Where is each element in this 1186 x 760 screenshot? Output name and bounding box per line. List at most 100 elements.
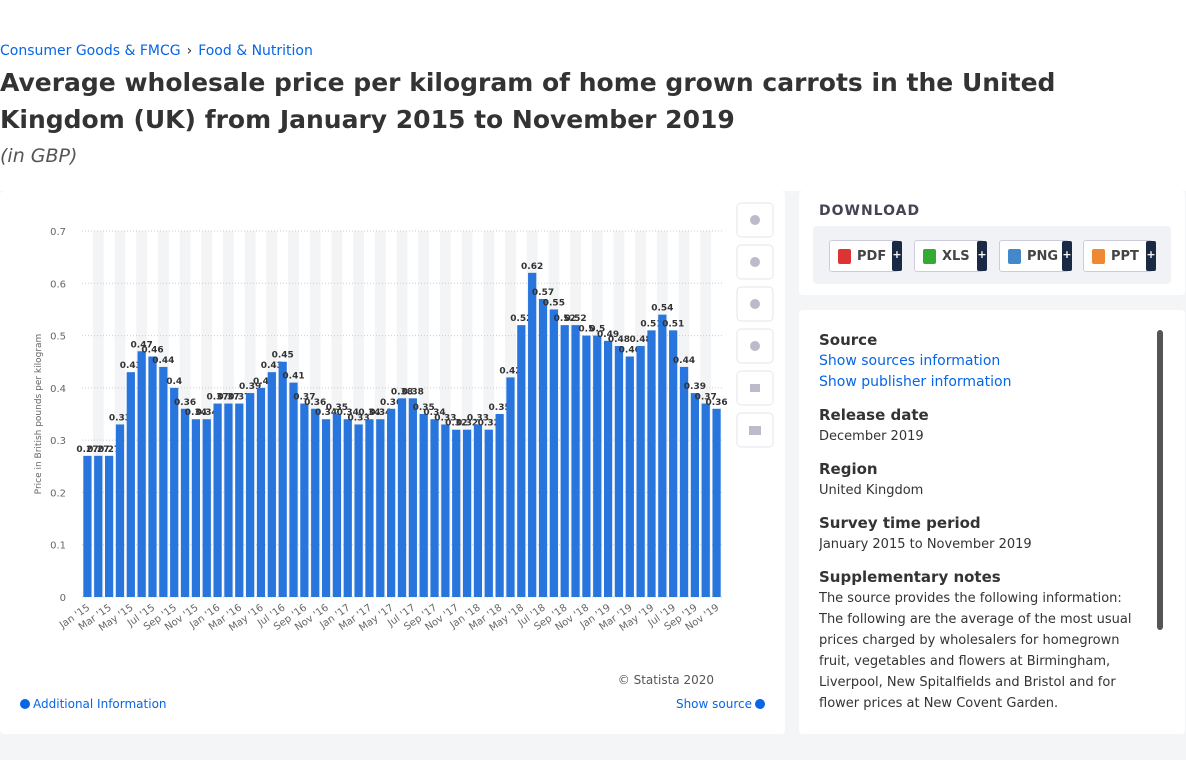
detail-label: Supplementary notes: [819, 568, 1001, 586]
value-label: 0.32: [445, 419, 467, 429]
detail-value: The source provides the following inform…: [819, 591, 1132, 711]
additional-info[interactable]: Additional Information: [33, 697, 167, 711]
source-title: Source: [819, 331, 878, 349]
y-tick-label: 0.2: [50, 488, 66, 499]
y-tick-label: 0: [60, 593, 66, 604]
header: Consumer Goods & FMCG › Food & Nutrition A…: [0, 0, 1186, 191]
bar: [278, 361, 287, 597]
value-label: 0.44: [673, 356, 695, 366]
value-label: 0.32: [456, 419, 478, 429]
download-btn[interactable]: PDF +: [829, 240, 902, 272]
y-axis-label: Price in British pounds per kilogram: [34, 334, 44, 495]
download-btn[interactable]: PPT +: [1083, 240, 1156, 272]
scrollbar: [1157, 330, 1163, 630]
bar: [365, 419, 374, 597]
crumb-link[interactable]: Food & Nutrition: [198, 43, 313, 59]
value-label: 0.34: [315, 408, 337, 418]
value-label: 0.57: [532, 288, 554, 298]
bar: [126, 372, 135, 597]
detail-label: Survey time period: [819, 514, 981, 532]
detail-value: United Kingdom: [819, 483, 924, 498]
y-tick-label: 0.5: [50, 332, 66, 343]
tool-icons: [749, 215, 761, 435]
band-stripe: [483, 231, 495, 597]
y-tick-label: 0.1: [50, 541, 66, 552]
download-box: PDF + XLS + PNG + PPT +: [813, 226, 1171, 284]
bar: [300, 403, 309, 597]
bar: [560, 325, 569, 597]
bar: [549, 309, 558, 597]
value-label: 0.48: [630, 335, 652, 345]
bar: [267, 372, 276, 597]
source-link[interactable]: Show publisher information: [819, 374, 1012, 390]
band-stripe: [92, 231, 104, 597]
bar: [235, 403, 244, 597]
value-label: 0.37: [228, 393, 250, 403]
value-label: 0.42: [499, 366, 521, 376]
format: PNG: [1027, 249, 1059, 264]
value-label: 0.36: [705, 398, 727, 408]
value-label: 0.46: [141, 345, 163, 355]
bar: [603, 340, 613, 597]
bar: [452, 429, 461, 597]
bar: [115, 424, 125, 597]
bar: [679, 366, 689, 597]
value-label: 0.4: [166, 377, 182, 387]
value-label: 0.41: [282, 372, 304, 382]
value-label: 0.43: [261, 361, 283, 371]
bar: [517, 325, 526, 597]
bar: [387, 408, 396, 597]
bar: [159, 366, 168, 597]
value-label: 0.34: [337, 408, 359, 418]
value-label: 0.51: [640, 319, 662, 329]
value-label: 0.27: [98, 445, 120, 455]
show-source[interactable]: Show source: [676, 697, 752, 711]
bar: [441, 424, 450, 597]
bar: [213, 403, 222, 597]
value-label: 0.55: [543, 298, 565, 308]
bar: [647, 330, 656, 597]
value-label: 0.52: [510, 314, 532, 324]
bar: [408, 398, 417, 597]
breadcrumb: Consumer Goods & FMCG › Food & Nutrition: [0, 43, 313, 59]
bar: [191, 419, 201, 597]
value-label: 0.54: [651, 304, 673, 314]
bar: [202, 419, 211, 597]
bar: [690, 393, 700, 597]
bar: [289, 382, 298, 597]
bar: [104, 455, 114, 597]
band-stripe: [353, 231, 365, 597]
bar: [712, 408, 721, 597]
bar: [224, 403, 233, 597]
value-label: 0.52: [554, 314, 576, 324]
download-btn[interactable]: PNG +: [999, 240, 1072, 272]
details: Source Show sources information Show pub…: [819, 330, 1149, 714]
value-label: 0.34: [196, 408, 218, 418]
value-label: 0.44: [152, 356, 174, 366]
detail-label: Region: [819, 460, 878, 478]
bar: [701, 403, 710, 597]
value-label: 0.46: [619, 345, 641, 355]
credit: © Statista 2020: [618, 673, 714, 687]
value-label: 0.35: [326, 403, 348, 413]
value-label: 0.5: [589, 325, 605, 335]
detail-label: Release date: [819, 406, 929, 424]
bar: [83, 455, 92, 597]
bar: [538, 298, 548, 597]
value-label: 0.37: [293, 393, 315, 403]
value-label: 0.5: [578, 325, 594, 335]
bar: [170, 387, 179, 597]
bar: [473, 424, 483, 597]
bar: [332, 414, 342, 597]
y-tick-label: 0.7: [50, 227, 66, 238]
y-tick-label: 0.6: [50, 279, 66, 290]
value-label: 0.39: [684, 382, 706, 392]
download-btn[interactable]: XLS +: [914, 240, 987, 272]
bar: [354, 424, 363, 597]
bar: [321, 419, 331, 597]
value-label: 0.27: [87, 445, 109, 455]
value-label: 0.35: [413, 403, 435, 413]
source-link[interactable]: Show sources information: [819, 353, 1001, 369]
bar: [625, 356, 634, 597]
crumb-link[interactable]: Consumer Goods & FMCG: [0, 43, 181, 59]
